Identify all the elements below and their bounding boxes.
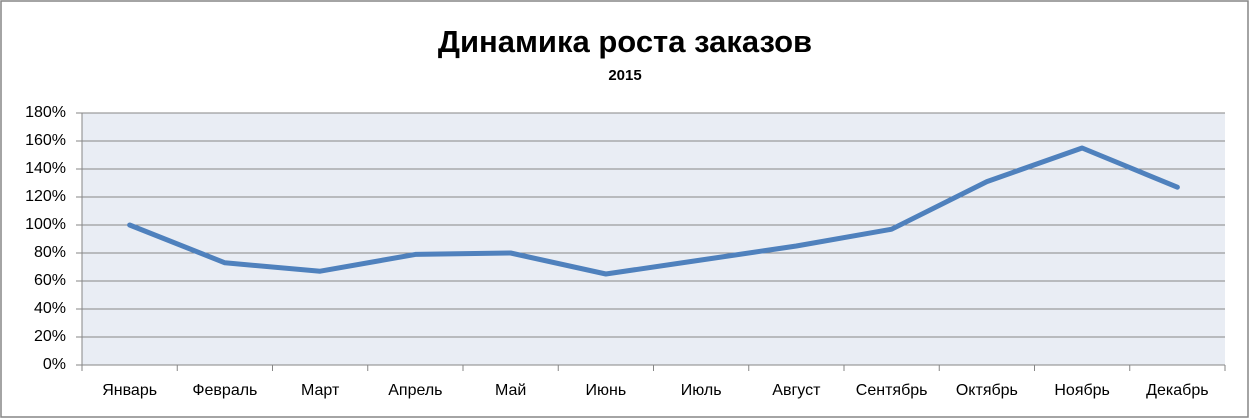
x-tick-label: Февраль	[192, 382, 257, 399]
y-tick-label: 60%	[34, 272, 66, 289]
y-tick-label: 20%	[34, 328, 66, 345]
y-tick-label: 120%	[25, 188, 66, 205]
y-tick-label: 160%	[25, 132, 66, 149]
y-tick-label: 100%	[25, 216, 66, 233]
y-tick-label: 80%	[34, 244, 66, 261]
data-line	[127, 145, 1180, 277]
plot-area	[82, 113, 1225, 365]
chart-title: Динамика роста заказов	[438, 24, 812, 59]
x-tick-label: Ноябрь	[1054, 382, 1110, 399]
x-tick-label: Август	[772, 382, 821, 399]
y-tick-label: 140%	[25, 160, 66, 177]
x-tick-label: Сентябрь	[856, 382, 928, 399]
y-tick-label: 40%	[34, 300, 66, 317]
x-tick-label: Январь	[102, 382, 157, 399]
x-tick-label: Июнь	[586, 382, 627, 399]
x-tick-label: Июль	[681, 382, 722, 399]
x-tick-label: Апрель	[388, 382, 442, 399]
y-tick-label: 0%	[43, 356, 66, 373]
x-tick-label: Октябрь	[956, 382, 1018, 399]
x-tick-label: Декабрь	[1146, 382, 1208, 399]
x-tick-label: Март	[301, 382, 340, 399]
x-tick-label: Май	[495, 382, 526, 399]
y-tick-label: 180%	[25, 104, 66, 121]
chart-subtitle: 2015	[608, 67, 641, 84]
